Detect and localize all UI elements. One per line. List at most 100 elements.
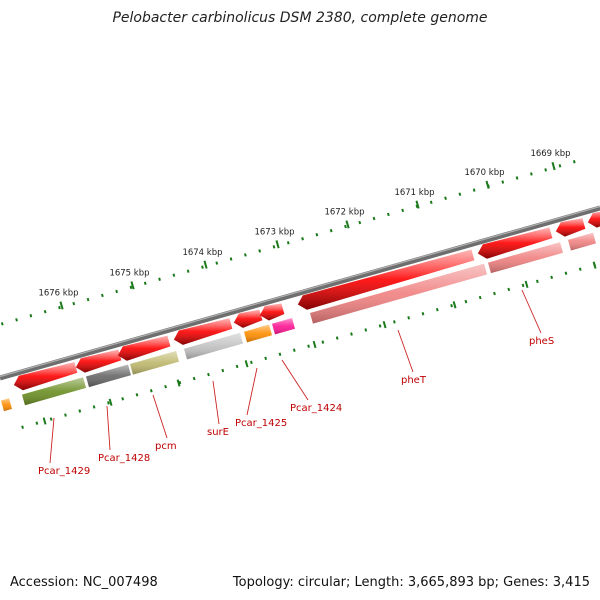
minor-tick xyxy=(72,301,76,306)
cds-track xyxy=(13,211,600,391)
inner-major-tick xyxy=(42,417,47,425)
cds-block-shading xyxy=(117,335,171,361)
tick-label: 1676 kbp xyxy=(38,289,78,299)
inner-minor-tick xyxy=(278,352,282,356)
minor-tick xyxy=(201,265,204,269)
inner-minor-tick xyxy=(21,425,24,429)
inner-minor-tick xyxy=(536,279,539,284)
inner-minor-tick xyxy=(250,360,253,365)
inner-minor-tick xyxy=(350,332,353,336)
inner-minor-tick xyxy=(35,421,39,425)
accession-text: Accession: NC_007498 xyxy=(10,575,158,590)
leader-line xyxy=(521,289,542,334)
inner-minor-tick xyxy=(292,348,296,352)
feature-block-shading xyxy=(85,364,131,388)
inner-minor-tick xyxy=(64,413,67,417)
minor-tick xyxy=(429,200,433,204)
minor-tick xyxy=(58,305,61,310)
inner-minor-tick xyxy=(378,324,382,328)
inner-minor-tick xyxy=(307,344,310,348)
feature-block-shading xyxy=(487,242,563,274)
inner-minor-tick xyxy=(121,397,125,401)
gene-label-group: Pcar_1429 Pcar_1428 pcm surE Pcar_1425Pcar_1… xyxy=(38,289,554,477)
inner-major-tick xyxy=(244,360,249,368)
major-tick xyxy=(203,260,208,269)
tick-label-group: 1669 kbp 1670 kbp 1671 kbp 1672 kbp 1673 kbp… xyxy=(38,149,570,298)
minor-tick xyxy=(401,208,405,213)
gene-label: Pcar_1429 xyxy=(38,466,90,477)
outer-tick-track xyxy=(0,160,576,326)
minor-tick xyxy=(386,212,390,217)
inner-minor-tick xyxy=(407,316,411,320)
inner-minor-tick xyxy=(450,303,453,308)
minor-tick xyxy=(415,204,419,209)
gene-label: pheT xyxy=(401,375,427,386)
genome-backbone-highlight xyxy=(0,205,600,378)
minor-tick xyxy=(472,188,476,192)
inner-minor-tick xyxy=(421,312,425,316)
minor-tick xyxy=(243,253,247,257)
inner-minor-tick xyxy=(135,393,139,397)
inner-minor-tick xyxy=(92,405,96,409)
tick-label: 1669 kbp xyxy=(530,149,570,159)
minor-tick xyxy=(15,318,18,322)
genome-backbone xyxy=(0,205,600,381)
inner-major-tick xyxy=(524,280,529,289)
tick-label: 1672 kbp xyxy=(324,208,364,218)
gene-label: pcm xyxy=(155,441,177,452)
minor-tick xyxy=(358,220,362,225)
inner-minor-tick xyxy=(264,356,268,361)
inner-minor-tick xyxy=(435,307,439,312)
inner-major-tick xyxy=(452,301,457,309)
minor-tick xyxy=(172,273,176,277)
gene-label: Pcar_1424 xyxy=(290,403,342,414)
minor-tick xyxy=(158,277,161,281)
minor-tick xyxy=(515,176,519,180)
cds-block-shading xyxy=(233,309,263,328)
inner-minor-tick xyxy=(178,380,182,385)
major-tick xyxy=(59,301,64,310)
gene-label: Pcar_1428 xyxy=(98,453,150,464)
feature-block-shading xyxy=(243,324,272,343)
inner-minor-tick xyxy=(393,320,396,324)
leader-line xyxy=(49,417,55,464)
tick-label: 1671 kbp xyxy=(394,188,434,198)
minor-tick xyxy=(301,237,304,241)
major-tick xyxy=(130,281,135,290)
inner-minor-tick xyxy=(550,275,554,280)
minor-tick xyxy=(229,257,233,261)
minor-tick xyxy=(86,297,90,302)
minor-tick xyxy=(372,216,376,221)
minor-tick xyxy=(529,172,533,176)
minor-tick xyxy=(458,192,462,196)
minor-tick xyxy=(0,322,4,326)
cds-block-shading xyxy=(297,249,475,310)
major-tick xyxy=(551,161,556,171)
feature-block-shading xyxy=(21,377,86,406)
minor-tick xyxy=(29,314,33,318)
tick-label: 1670 kbp xyxy=(464,168,504,178)
inner-minor-tick xyxy=(364,328,368,332)
inner-minor-tick xyxy=(49,417,53,421)
tick-label: 1674 kbp xyxy=(182,248,222,258)
inner-minor-tick xyxy=(107,401,110,405)
major-tick xyxy=(345,220,350,229)
minor-tick xyxy=(315,232,319,237)
map-title: Pelobacter carbinolicus DSM 2380, comple… xyxy=(112,10,488,26)
cds-block-shading xyxy=(477,227,553,259)
leader-line xyxy=(246,367,258,416)
minor-tick xyxy=(115,289,119,294)
cds-block-shading xyxy=(75,349,122,373)
minor-tick xyxy=(143,281,147,286)
tick-label: 1675 kbp xyxy=(109,269,149,279)
leader-line xyxy=(106,405,111,451)
minor-tick xyxy=(186,269,190,273)
inner-major-tick xyxy=(312,340,317,349)
leader-line xyxy=(281,359,309,401)
inner-minor-tick xyxy=(335,336,339,340)
feature-block-shading xyxy=(0,398,12,412)
cds-block-shading xyxy=(259,303,285,321)
minor-tick xyxy=(329,228,333,233)
inner-major-tick xyxy=(382,321,387,329)
